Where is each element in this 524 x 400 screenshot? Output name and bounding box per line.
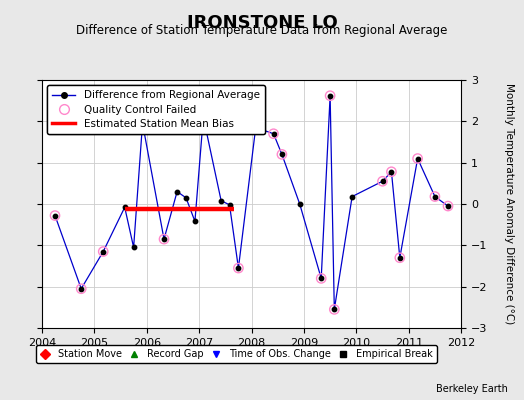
Point: [330, 306, 339, 313]
Point: [234, 265, 243, 271]
Point: [444, 203, 452, 209]
Point: [378, 178, 387, 184]
Point: [269, 130, 278, 137]
Legend: Station Move, Record Gap, Time of Obs. Change, Empirical Break: Station Move, Record Gap, Time of Obs. C…: [36, 345, 436, 363]
Text: IRONSTONE LO: IRONSTONE LO: [187, 14, 337, 32]
Point: [326, 92, 334, 99]
Text: Difference of Station Temperature Data from Regional Average: Difference of Station Temperature Data f…: [77, 24, 447, 37]
Point: [252, 124, 260, 131]
Point: [317, 275, 325, 282]
Point: [413, 155, 422, 162]
Point: [138, 120, 147, 126]
Text: Berkeley Earth: Berkeley Earth: [436, 384, 508, 394]
Point: [99, 248, 107, 255]
Point: [278, 151, 286, 158]
Y-axis label: Monthly Temperature Anomaly Difference (°C): Monthly Temperature Anomaly Difference (…: [504, 83, 514, 325]
Point: [77, 286, 85, 292]
Legend: Difference from Regional Average, Quality Control Failed, Estimated Station Mean: Difference from Regional Average, Qualit…: [47, 85, 265, 134]
Point: [396, 254, 404, 261]
Point: [387, 168, 396, 175]
Point: [431, 193, 439, 200]
Point: [160, 236, 168, 242]
Point: [51, 212, 59, 219]
